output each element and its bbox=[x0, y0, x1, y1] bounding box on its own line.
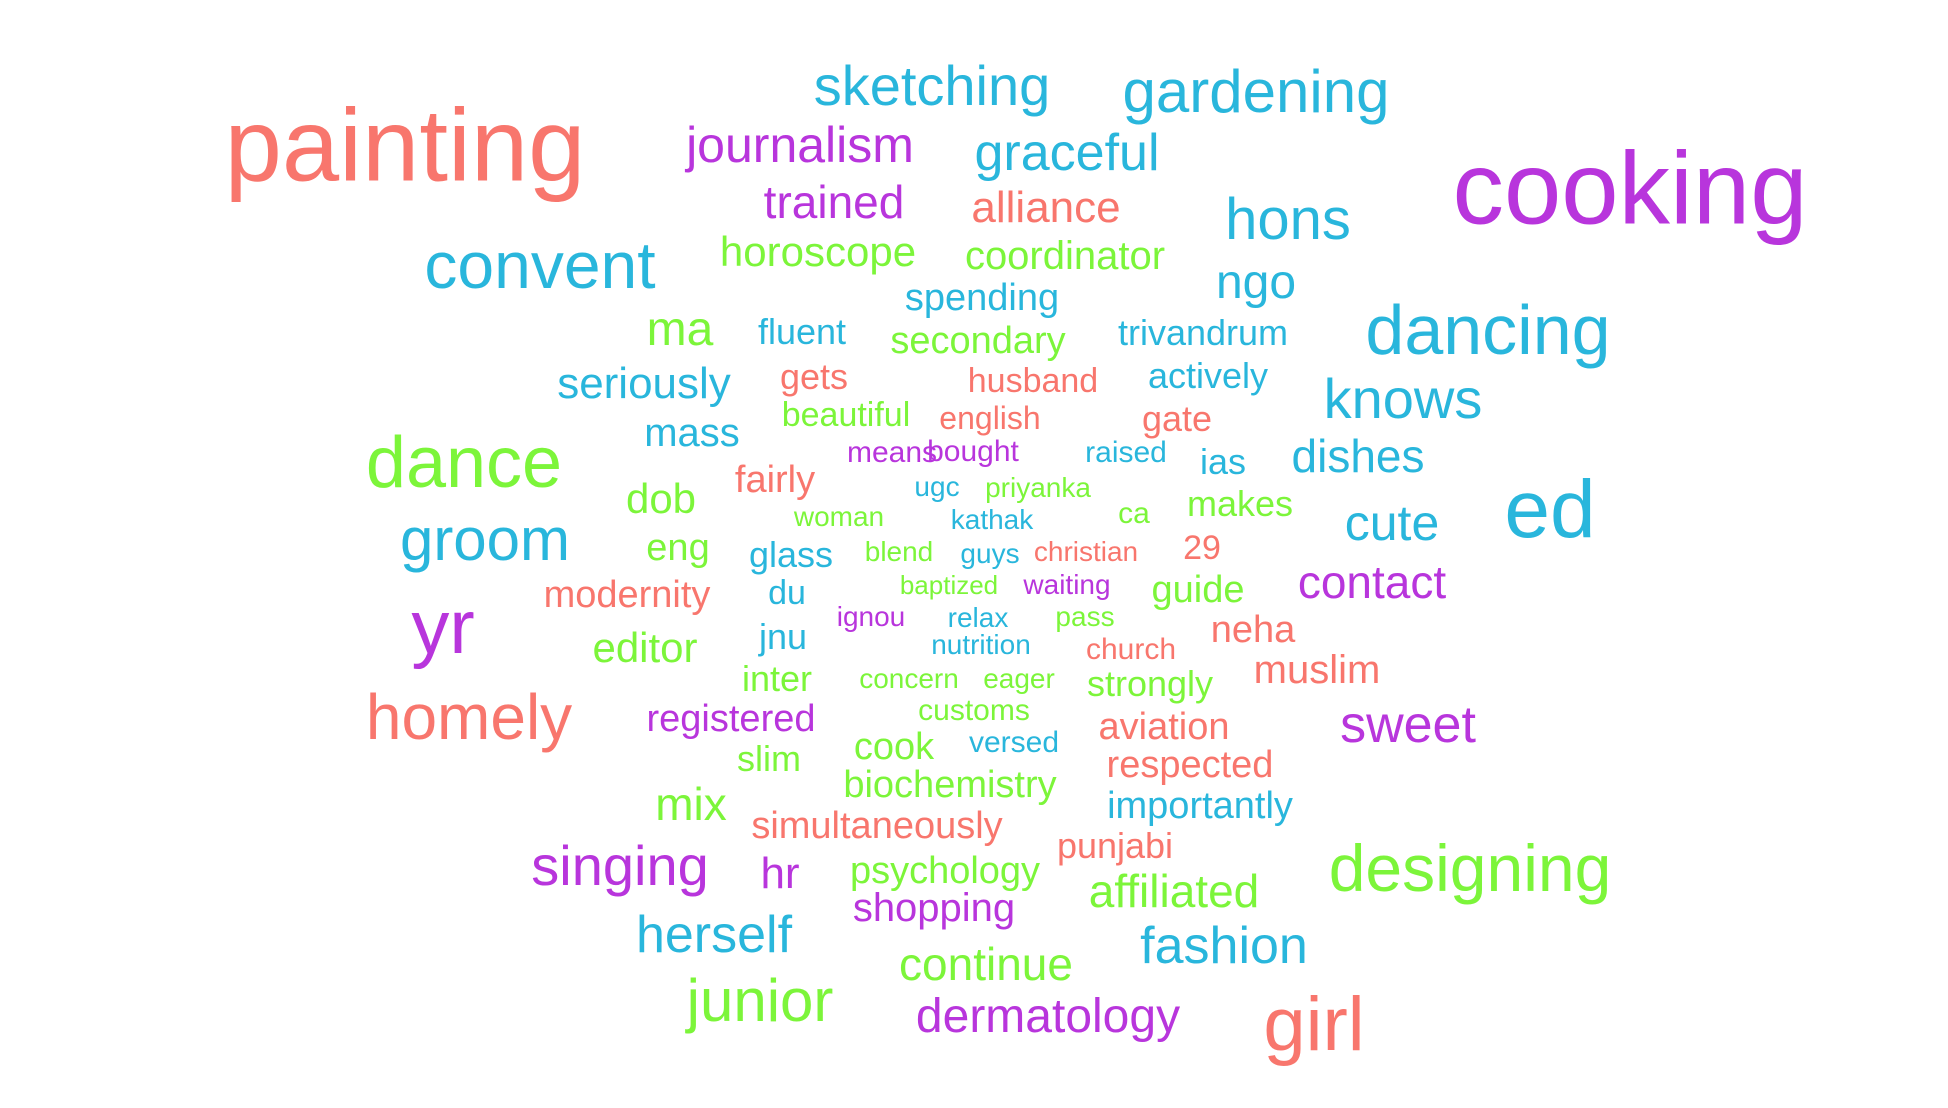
word-journalism: journalism bbox=[686, 117, 914, 173]
word-psychology: psychology bbox=[849, 850, 1041, 892]
word-homely: homely bbox=[365, 681, 573, 753]
word-dance: dance bbox=[365, 423, 563, 503]
word-importantly: importantly bbox=[1107, 785, 1293, 827]
word-modernity: modernity bbox=[543, 574, 711, 616]
word-eng: eng bbox=[646, 527, 710, 569]
word-editor: editor bbox=[592, 624, 698, 671]
word-glass: glass bbox=[748, 534, 834, 575]
word-convent: convent bbox=[424, 228, 656, 302]
word-priyanka: priyanka bbox=[985, 472, 1091, 503]
word-du: du bbox=[768, 574, 806, 612]
word-ed: ed bbox=[1504, 464, 1596, 555]
word-slim: slim bbox=[737, 738, 801, 779]
word-eager: eager bbox=[983, 663, 1055, 694]
word-yr: yr bbox=[411, 585, 475, 670]
word-dishes: dishes bbox=[1291, 430, 1425, 482]
word-mix: mix bbox=[655, 778, 727, 830]
word-ignou: ignou bbox=[836, 601, 906, 632]
word-guys: guys bbox=[960, 538, 1020, 569]
word-spending: spending bbox=[904, 277, 1060, 319]
word-christian: christian bbox=[1033, 536, 1139, 567]
word-cooking: cooking bbox=[1452, 130, 1808, 246]
word-painting: painting bbox=[224, 87, 586, 203]
word-dancing: dancing bbox=[1365, 291, 1611, 369]
word-herself: herself bbox=[635, 906, 793, 964]
word-shopping: shopping bbox=[852, 886, 1016, 930]
word-ma: ma bbox=[646, 303, 714, 356]
word-trained: trained bbox=[763, 176, 905, 228]
word-customs: customs bbox=[918, 694, 1030, 727]
word-makes: makes bbox=[1186, 483, 1294, 524]
word-ias: ias bbox=[1199, 441, 1247, 482]
word-actively: actively bbox=[1147, 355, 1269, 396]
word-trivandrum: trivandrum bbox=[1117, 312, 1289, 353]
word-junior: junior bbox=[686, 967, 834, 1034]
word-alliance: alliance bbox=[971, 183, 1121, 232]
word-affiliated: affiliated bbox=[1088, 865, 1260, 917]
word-relax: relax bbox=[947, 602, 1009, 633]
word-singing: singing bbox=[531, 834, 709, 897]
word-biochemistry: biochemistry bbox=[843, 764, 1057, 806]
word-sweet: sweet bbox=[1340, 696, 1476, 754]
word-groom: groom bbox=[399, 506, 571, 573]
word-pass: pass bbox=[1055, 601, 1115, 632]
word-contact: contact bbox=[1297, 556, 1447, 608]
word-neha: neha bbox=[1210, 609, 1296, 651]
word-guide: guide bbox=[1151, 569, 1245, 611]
word-cute: cute bbox=[1344, 495, 1440, 551]
word-woman: woman bbox=[793, 501, 885, 532]
word-ca: ca bbox=[1118, 497, 1150, 530]
word-hons: hons bbox=[1225, 187, 1351, 252]
word-graceful: graceful bbox=[974, 124, 1160, 182]
word-29: 29 bbox=[1183, 529, 1221, 567]
word-designing: designing bbox=[1328, 831, 1612, 905]
word-gardening: gardening bbox=[1122, 58, 1390, 125]
word-means: means bbox=[846, 436, 938, 469]
word-strongly: strongly bbox=[1086, 663, 1214, 704]
word-girl: girl bbox=[1263, 982, 1365, 1067]
word-jnu: jnu bbox=[758, 616, 808, 657]
word-baptized: baptized bbox=[899, 570, 999, 600]
word-versed: versed bbox=[968, 726, 1060, 759]
word-aviation: aviation bbox=[1098, 706, 1230, 748]
word-gets: gets bbox=[779, 356, 849, 397]
word-ugc: ugc bbox=[914, 471, 960, 502]
word-inter: inter bbox=[741, 658, 813, 699]
word-respected: respected bbox=[1106, 744, 1274, 786]
word-horoscope: horoscope bbox=[719, 228, 917, 275]
word-mass: mass bbox=[644, 411, 740, 455]
word-kathak: kathak bbox=[950, 504, 1034, 535]
word-husband: husband bbox=[967, 362, 1099, 400]
word-church: church bbox=[1085, 633, 1177, 666]
word-nutrition: nutrition bbox=[931, 629, 1031, 660]
word-waiting: waiting bbox=[1023, 569, 1111, 600]
word-secondary: secondary bbox=[890, 320, 1066, 362]
word-continue: continue bbox=[899, 938, 1073, 990]
word-fashion: fashion bbox=[1140, 917, 1308, 975]
word-bought: bought bbox=[927, 435, 1019, 468]
word-ngo: ngo bbox=[1215, 256, 1297, 309]
word-fairly: fairly bbox=[734, 459, 816, 501]
word-blend: blend bbox=[864, 536, 934, 567]
word-dob: dob bbox=[625, 475, 697, 522]
word-punjabi: punjabi bbox=[1056, 825, 1174, 866]
word-english: english bbox=[939, 400, 1041, 436]
word-coordinator: coordinator bbox=[964, 234, 1166, 278]
word-gate: gate bbox=[1141, 398, 1213, 439]
word-simultaneously: simultaneously bbox=[751, 805, 1003, 847]
word-raised: raised bbox=[1085, 436, 1167, 469]
word-seriously: seriously bbox=[557, 359, 731, 408]
word-fluent: fluent bbox=[757, 311, 847, 352]
word-sketching: sketching bbox=[813, 54, 1051, 117]
word-hr: hr bbox=[760, 849, 800, 898]
word-registered: registered bbox=[646, 698, 816, 740]
word-dermatology: dermatology bbox=[915, 990, 1181, 1043]
word-muslim: muslim bbox=[1253, 648, 1381, 692]
word-cook: cook bbox=[853, 726, 935, 768]
word-beautiful: beautiful bbox=[781, 396, 911, 434]
word-knows: knows bbox=[1323, 367, 1483, 430]
word-concern: concern bbox=[859, 663, 959, 694]
